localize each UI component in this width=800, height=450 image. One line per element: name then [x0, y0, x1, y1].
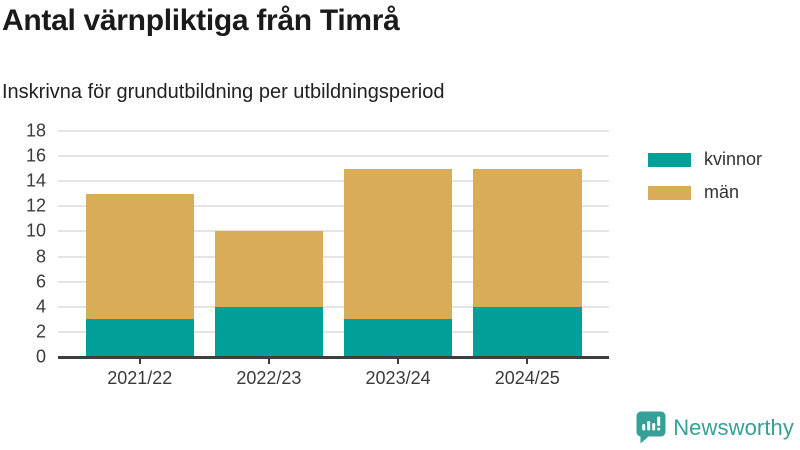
bar-chart-exclamation-glyph	[642, 416, 661, 431]
bar-2021-22-män	[85, 193, 194, 320]
gridline-y-10	[58, 230, 609, 233]
x-axis-tick	[138, 358, 141, 364]
newsworthy-branding[interactable]: Newsworthy	[636, 411, 794, 444]
x-axis-tick	[397, 358, 400, 364]
x-axis-label-2024-25: 2024/25	[494, 368, 560, 388]
plot-area	[58, 130, 609, 359]
page-subtitle: Inskrivna för grundutbildning per utbild…	[2, 81, 445, 103]
x-axis-label-2021-22: 2021/22	[107, 368, 173, 388]
x-axis-label-2022-23: 2022/23	[236, 368, 302, 388]
y-axis-tick-label: 8	[35, 246, 46, 267]
y-axis-tick-label: 10	[25, 220, 46, 241]
y-axis-tick-label: 14	[25, 170, 46, 191]
y-axis-tick-label: 0	[35, 346, 46, 367]
gridline-y-12	[58, 205, 609, 208]
bar-2024-25-män	[473, 168, 582, 307]
y-axis-tick-label: 6	[35, 271, 46, 292]
gridline-y-8	[58, 255, 609, 258]
y-axis-tick-label: 16	[25, 145, 46, 166]
gridline-y-4	[58, 305, 609, 308]
bar-2022-23-kvinnor	[214, 306, 324, 357]
x-axis-tick	[267, 358, 270, 364]
y-axis-tick-label: 12	[25, 195, 46, 216]
legend-label-kvinnor: kvinnor	[704, 149, 763, 169]
x-axis-label-2023-24: 2023/24	[365, 368, 431, 388]
newsworthy-logo-icon	[636, 411, 666, 444]
gridline-y-16	[58, 155, 609, 158]
bar-2021-22-kvinnor	[85, 319, 194, 357]
bar-2023-24-män	[343, 168, 453, 320]
legend-item-kvinnor: kvinnor	[648, 149, 762, 170]
newsworthy-wordmark: Newsworthy	[673, 414, 794, 440]
gridline-y-6	[58, 280, 609, 283]
y-axis-tick-label: 18	[25, 120, 46, 141]
legend-item-man: män	[648, 182, 762, 203]
gridline-y-2	[58, 330, 609, 333]
legend-swatch-kvinnor	[648, 152, 691, 167]
page-title: Antal värnpliktiga från Timrå	[2, 4, 400, 37]
x-axis-line	[58, 356, 609, 359]
y-axis-tick-label: 4	[35, 296, 46, 317]
gridline-y-18	[58, 130, 609, 132]
y-axis-labels: 0 2 4 6 8 10 12 14 16 18	[0, 121, 46, 367]
gridline-y-14	[58, 180, 609, 183]
bar-2023-24-kvinnor	[343, 319, 453, 357]
bar-2024-25-kvinnor	[473, 306, 582, 357]
legend-label-man: män	[704, 182, 740, 202]
legend-swatch-man	[648, 185, 691, 200]
y-axis-tick-label: 2	[35, 321, 46, 342]
legend: kvinnor män	[648, 149, 762, 215]
bar-2022-23-män	[214, 231, 324, 307]
x-axis-tick	[526, 358, 529, 364]
